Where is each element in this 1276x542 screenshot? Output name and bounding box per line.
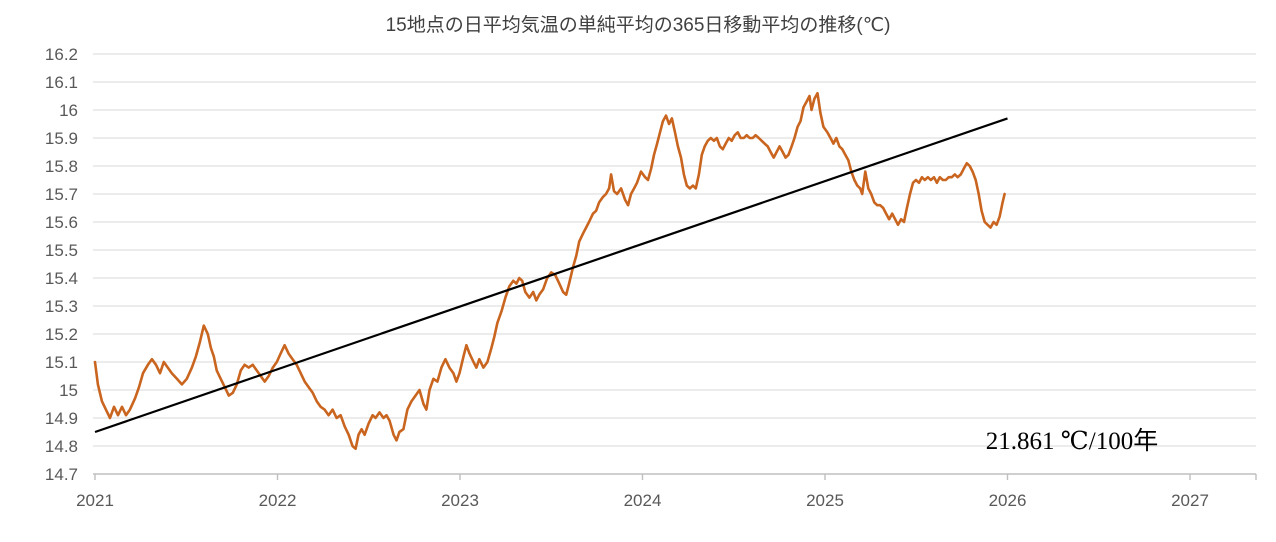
gridlines <box>93 53 1256 447</box>
x-axis <box>93 473 1257 480</box>
trend-line <box>94 117 1008 434</box>
x-tick-label: 2023 <box>441 491 479 510</box>
x-tick-label: 2025 <box>806 491 844 510</box>
y-tick-label: 15.7 <box>45 185 78 204</box>
chart-title: 15地点の日平均気温の単純平均の365日移動平均の推移(℃) <box>386 14 891 36</box>
y-tick-label: 16.1 <box>45 73 78 92</box>
y-tick-label: 15.5 <box>45 241 78 260</box>
y-tick-label: 15.8 <box>45 157 78 176</box>
y-tick-label: 16 <box>59 101 78 120</box>
x-tick-label: 2021 <box>76 491 114 510</box>
y-axis-labels: 16.2 16.1 16 15.9 15.8 15.7 15.6 15.5 15.4 15.3 15… <box>45 45 78 484</box>
x-tick-label: 2027 <box>1171 491 1209 510</box>
trend-annotation: 21.861 ℃/100年 <box>986 427 1158 455</box>
y-tick-label: 16.2 <box>45 45 78 64</box>
y-tick-label: 15 <box>59 381 78 400</box>
x-tick-label: 2026 <box>989 491 1027 510</box>
y-tick-label: 14.8 <box>45 437 78 456</box>
y-tick-label: 14.7 <box>45 465 78 484</box>
y-tick-label: 15.9 <box>45 129 78 148</box>
y-tick-label: 15.1 <box>45 353 78 372</box>
x-axis-labels: 2021 2022 2023 2024 2025 2026 2027 <box>76 491 1209 510</box>
y-tick-label: 14.9 <box>45 409 78 428</box>
x-tick-label: 2022 <box>259 491 297 510</box>
x-tick-label: 2024 <box>624 491 662 510</box>
y-tick-label: 15.2 <box>45 325 78 344</box>
temperature-series-line <box>93 91 1006 451</box>
y-tick-label: 15.4 <box>45 269 78 288</box>
y-tick-label: 15.6 <box>45 213 78 232</box>
y-tick-label: 15.3 <box>45 297 78 316</box>
